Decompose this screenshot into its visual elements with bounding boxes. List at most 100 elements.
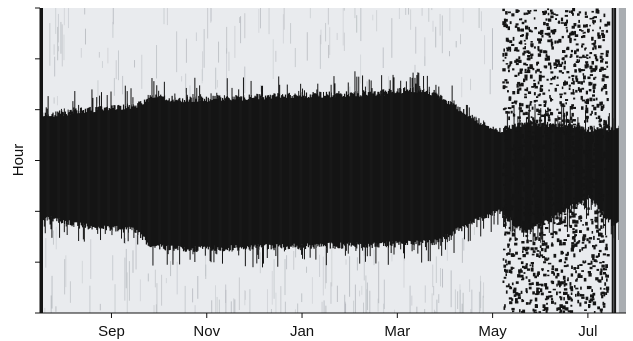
activity-dot bbox=[593, 148, 596, 151]
activity-dot bbox=[561, 207, 565, 212]
active-band-segment bbox=[109, 108, 111, 231]
activity-dot bbox=[541, 283, 544, 287]
activity-streak bbox=[363, 249, 365, 281]
activity-dot bbox=[530, 56, 533, 59]
active-band-segment bbox=[174, 97, 176, 249]
active-band-segment bbox=[306, 98, 309, 244]
activity-dot bbox=[569, 224, 573, 228]
activity-dot bbox=[593, 20, 596, 23]
activity-dot bbox=[581, 247, 584, 251]
activity-dot bbox=[552, 182, 555, 185]
activity-dot bbox=[513, 287, 517, 291]
active-band-edge bbox=[467, 224, 469, 242]
activity-dot bbox=[511, 282, 514, 286]
activity-dot bbox=[578, 70, 582, 73]
activity-streak bbox=[354, 8, 356, 19]
activity-dot bbox=[504, 18, 508, 22]
activity-dot bbox=[538, 237, 541, 241]
activity-dot bbox=[567, 297, 570, 301]
active-band-segment bbox=[219, 95, 221, 251]
active-band-segment bbox=[166, 100, 168, 246]
activity-streak bbox=[234, 25, 236, 58]
activity-dot bbox=[518, 209, 522, 211]
activity-streak bbox=[244, 290, 246, 306]
active-band-segment bbox=[461, 111, 463, 232]
active-band-edge bbox=[393, 77, 395, 92]
active-band-segment bbox=[310, 97, 312, 249]
active-band-edge bbox=[484, 125, 486, 126]
activity-dot bbox=[536, 68, 540, 72]
active-band-edge bbox=[405, 81, 407, 90]
activity-dot bbox=[606, 21, 611, 26]
active-band-segment bbox=[484, 125, 487, 219]
activity-streak bbox=[489, 69, 491, 95]
activity-dot bbox=[527, 91, 532, 94]
activity-streak bbox=[459, 289, 461, 313]
activity-dot bbox=[530, 53, 534, 57]
activity-dot bbox=[603, 123, 607, 126]
active-band-segment bbox=[184, 101, 187, 252]
activity-dot bbox=[536, 96, 539, 98]
activity-dot bbox=[522, 161, 526, 166]
active-band-segment bbox=[464, 114, 467, 226]
activity-dot bbox=[584, 65, 588, 69]
active-band-segment bbox=[152, 97, 154, 247]
activity-dot bbox=[599, 26, 601, 30]
activity-streak bbox=[446, 235, 448, 261]
active-band-edge bbox=[244, 250, 246, 267]
activity-dot bbox=[591, 104, 595, 107]
activity-dot bbox=[577, 291, 580, 295]
activity-dot bbox=[606, 147, 609, 151]
activity-dot bbox=[600, 59, 604, 63]
activity-dot bbox=[597, 10, 600, 14]
activity-dot bbox=[581, 87, 585, 90]
active-band-segment bbox=[215, 98, 217, 252]
activity-dot bbox=[588, 300, 592, 303]
activity-dot bbox=[568, 147, 570, 150]
active-band-segment bbox=[54, 115, 56, 219]
activity-dot bbox=[539, 88, 543, 92]
activity-dot bbox=[506, 148, 510, 152]
activity-dot bbox=[520, 261, 524, 265]
active-band-segment bbox=[388, 88, 390, 242]
activity-dot bbox=[520, 18, 523, 21]
active-band-segment bbox=[371, 96, 373, 249]
activity-dot bbox=[562, 50, 566, 53]
activity-dot bbox=[514, 237, 517, 241]
activity-dot bbox=[604, 282, 607, 286]
activity-dot bbox=[521, 34, 524, 37]
activity-dot bbox=[529, 240, 532, 242]
active-band-segment bbox=[407, 91, 410, 241]
active-band-edge bbox=[526, 232, 528, 241]
activity-streak bbox=[328, 44, 330, 59]
activity-streak bbox=[166, 8, 168, 26]
activity-dot bbox=[530, 262, 534, 265]
activity-dot bbox=[606, 174, 610, 178]
active-band-segment bbox=[455, 104, 457, 229]
activity-dot bbox=[558, 60, 560, 65]
activity-dot bbox=[573, 253, 576, 258]
activity-dot bbox=[555, 63, 559, 67]
activity-dot bbox=[554, 159, 558, 164]
activity-streak bbox=[125, 248, 127, 289]
activity-dot bbox=[537, 199, 540, 202]
activity-streak bbox=[449, 51, 451, 57]
active-band-segment bbox=[594, 129, 596, 207]
active-band-edge bbox=[69, 110, 71, 115]
active-band-edge bbox=[497, 210, 499, 225]
active-band-segment bbox=[181, 98, 184, 249]
activity-dot bbox=[560, 185, 563, 188]
active-band-segment bbox=[339, 93, 341, 249]
activity-dot bbox=[596, 268, 600, 271]
active-band-segment bbox=[136, 107, 138, 230]
activity-dot bbox=[560, 130, 563, 133]
active-band-segment bbox=[555, 123, 557, 216]
activity-streak bbox=[293, 250, 295, 270]
activity-dot bbox=[555, 59, 557, 63]
activity-dot bbox=[531, 264, 534, 268]
activity-dot bbox=[518, 56, 521, 60]
activity-dot bbox=[602, 253, 607, 256]
active-band-edge bbox=[58, 220, 60, 223]
activity-dot bbox=[502, 8, 505, 12]
activity-dot bbox=[525, 288, 528, 293]
